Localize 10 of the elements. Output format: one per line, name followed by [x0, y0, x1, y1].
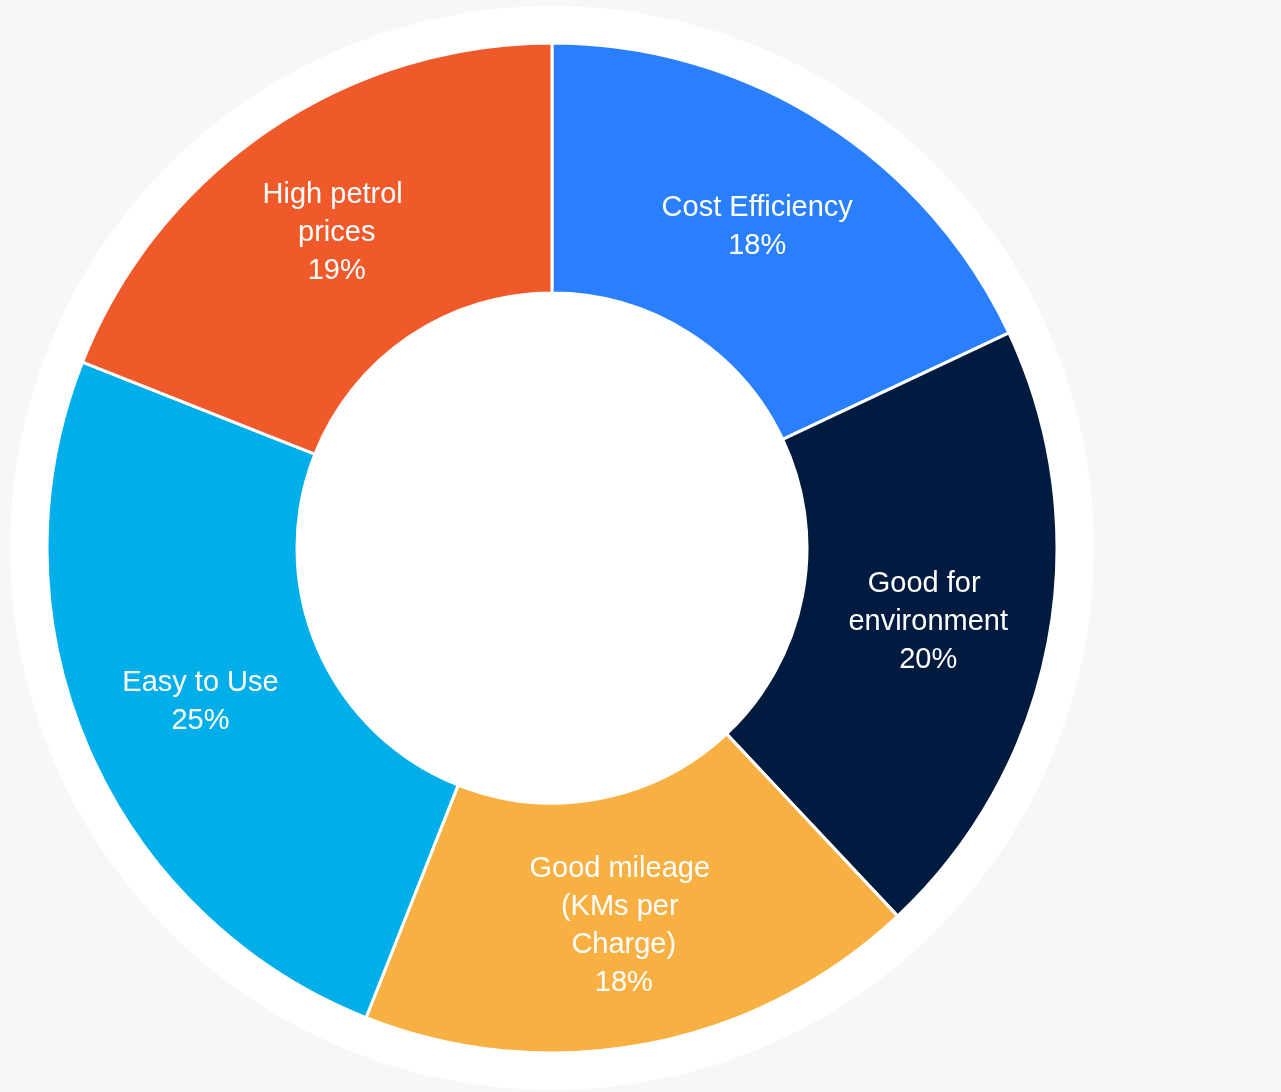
slice-label: High petrol prices [262, 177, 411, 248]
data-label: 20% [899, 641, 958, 674]
slice-label: Cost Efficiency [661, 189, 854, 222]
data-label: 18% [728, 227, 787, 260]
slice-label: Good for environment [848, 565, 1009, 636]
data-label: 19% [307, 253, 366, 286]
data-label: 18% [594, 965, 653, 998]
slice-label: Good mileage (KMs per Charge) [529, 851, 719, 960]
data-label: 25% [171, 703, 230, 736]
slice-label: Easy to Use [122, 665, 279, 698]
